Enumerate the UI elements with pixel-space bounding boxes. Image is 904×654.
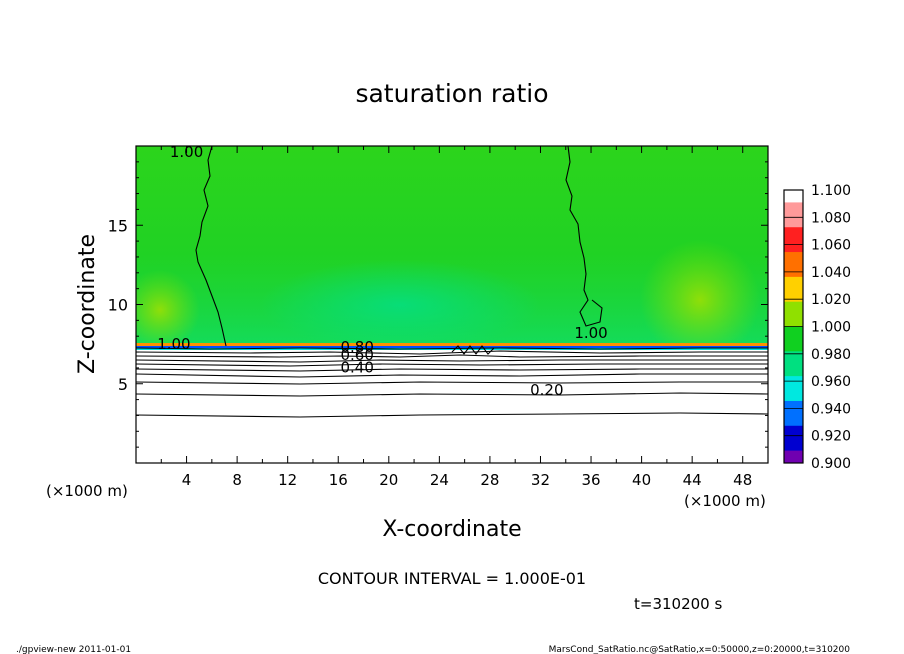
colorbar: 1.100 1.080 1.060 1.040 1.020 1.000 0.980 0.960… (783, 183, 851, 472)
contour-label: 1.00 (170, 143, 203, 161)
contour-labels: 1.00 0.800.600.40 0.20 1.00 1.00 (157, 143, 608, 399)
x-tick-label: 20 (379, 471, 398, 489)
y-axis-label: Z-coordinate (75, 234, 100, 374)
colorbar-swatch (784, 388, 803, 402)
contour-line-0-10 (136, 412, 768, 418)
colorbar-swatch (784, 276, 803, 290)
supersaturation-strip (136, 343, 768, 346)
saturated-patch-center (260, 260, 540, 350)
colorbar-swatch (784, 338, 803, 352)
contour-line-1-00-boundary (136, 347, 768, 350)
colorbar-swatch (784, 438, 803, 452)
colorbar-swatch (784, 400, 803, 414)
x-tick-label: 36 (581, 471, 600, 489)
x-tick-label: 16 (329, 471, 348, 489)
colorbar-label: 0.960 (811, 374, 851, 390)
time-text: t=310200 s (634, 595, 722, 613)
contour-line-0-30 (136, 381, 768, 385)
x-tick-label: 44 (683, 471, 702, 489)
y-tick-label: 5 (118, 375, 128, 394)
plot-area: 1.00 0.800.600.40 0.20 1.00 1.00 (136, 143, 768, 463)
colorbar-label: 1.100 (811, 183, 851, 199)
colorbar-swatch (784, 239, 803, 253)
x-tick-label: 8 (232, 471, 242, 489)
colorbar-label: 1.020 (811, 292, 851, 308)
colorbar-swatch (784, 425, 803, 439)
colorbar-label: 0.980 (811, 347, 851, 363)
contour-label: 0.60 (340, 346, 373, 364)
contour-line-0-60 (136, 363, 768, 367)
y-tick-label: 15 (108, 216, 128, 235)
colorbar-label: 0.920 (811, 429, 851, 445)
x-unit-right: (×1000 m) (684, 492, 766, 510)
colorbar-swatch (784, 190, 803, 203)
x-tick-label: 4 (182, 471, 192, 489)
colorbar-swatch (784, 376, 803, 390)
contour-label: 0.40 (340, 359, 373, 377)
colorbar-swatch (784, 227, 803, 241)
colorbar-label: 1.060 (811, 238, 851, 254)
chart-title: saturation ratio (355, 79, 548, 108)
footer-right: MarsCond_SatRatio.nc@SatRatio,x=0:50000,… (549, 645, 851, 654)
contour-line-left-1-00 (195, 146, 227, 347)
colorbar-swatch (784, 214, 803, 228)
x-tick-label: 32 (531, 471, 550, 489)
colorbar-swatch (784, 301, 803, 315)
colorbar-label: 0.900 (811, 456, 851, 472)
colorbar-swatch (784, 413, 803, 427)
colorbar-swatch (784, 252, 803, 265)
colorbar-swatch (784, 314, 803, 327)
x-axis-ticks: 4 8 12 16 20 24 28 32 36 40 44 48 (160, 146, 752, 489)
x-tick-label: 28 (480, 471, 499, 489)
colorbar-label: 1.040 (811, 265, 851, 281)
contour-label: 1.00 (157, 335, 190, 353)
colorbar-swatch (784, 363, 803, 377)
unsaturated-region (136, 350, 768, 463)
colorbar-swatch (784, 351, 803, 365)
contour-label: 0.80 (340, 338, 373, 356)
x-tick-label: 40 (632, 471, 651, 489)
contour-line-right-1-00 (565, 146, 603, 327)
x-axis-label: X-coordinate (382, 517, 521, 542)
y-axis-ticks: 5 10 15 (108, 161, 768, 448)
x-unit-left: (×1000 m) (46, 482, 128, 500)
colorbar-swatch (784, 289, 803, 303)
x-tick-label: 12 (278, 471, 297, 489)
x-tick-label: 24 (430, 471, 449, 489)
colorbar-swatch (784, 450, 803, 464)
contour-line-0-80 (136, 354, 768, 358)
contour-wiggle-center (451, 345, 495, 355)
contour-label: 0.20 (530, 381, 563, 399)
contour-line-0-90 (136, 350, 768, 355)
colorbar-label: 1.000 (811, 320, 851, 336)
colorbar-label: 0.940 (811, 401, 851, 417)
contour-line-0-50 (136, 368, 768, 372)
colorbar-label: 1.080 (811, 210, 851, 226)
saturated-patch-right (640, 240, 760, 360)
footer-left: ./gpview-new 2011-01-01 (16, 645, 131, 654)
x-tick-label: 48 (733, 471, 752, 489)
contour-line-0-70 (136, 359, 768, 363)
contour-lines (136, 146, 768, 418)
saturated-patch-left (136, 270, 200, 350)
y-tick-label: 10 (108, 296, 128, 315)
boundary-blue-strip (136, 346, 768, 348)
contour-line-0-20 (136, 392, 768, 397)
colorbar-swatch (784, 202, 803, 216)
colorbar-swatch (784, 326, 803, 340)
contour-interval-text: CONTOUR INTERVAL = 1.000E-01 (318, 569, 586, 588)
contour-line-0-40 (136, 373, 768, 378)
colorbar-swatch (784, 264, 803, 278)
contour-label: 1.00 (574, 324, 607, 342)
